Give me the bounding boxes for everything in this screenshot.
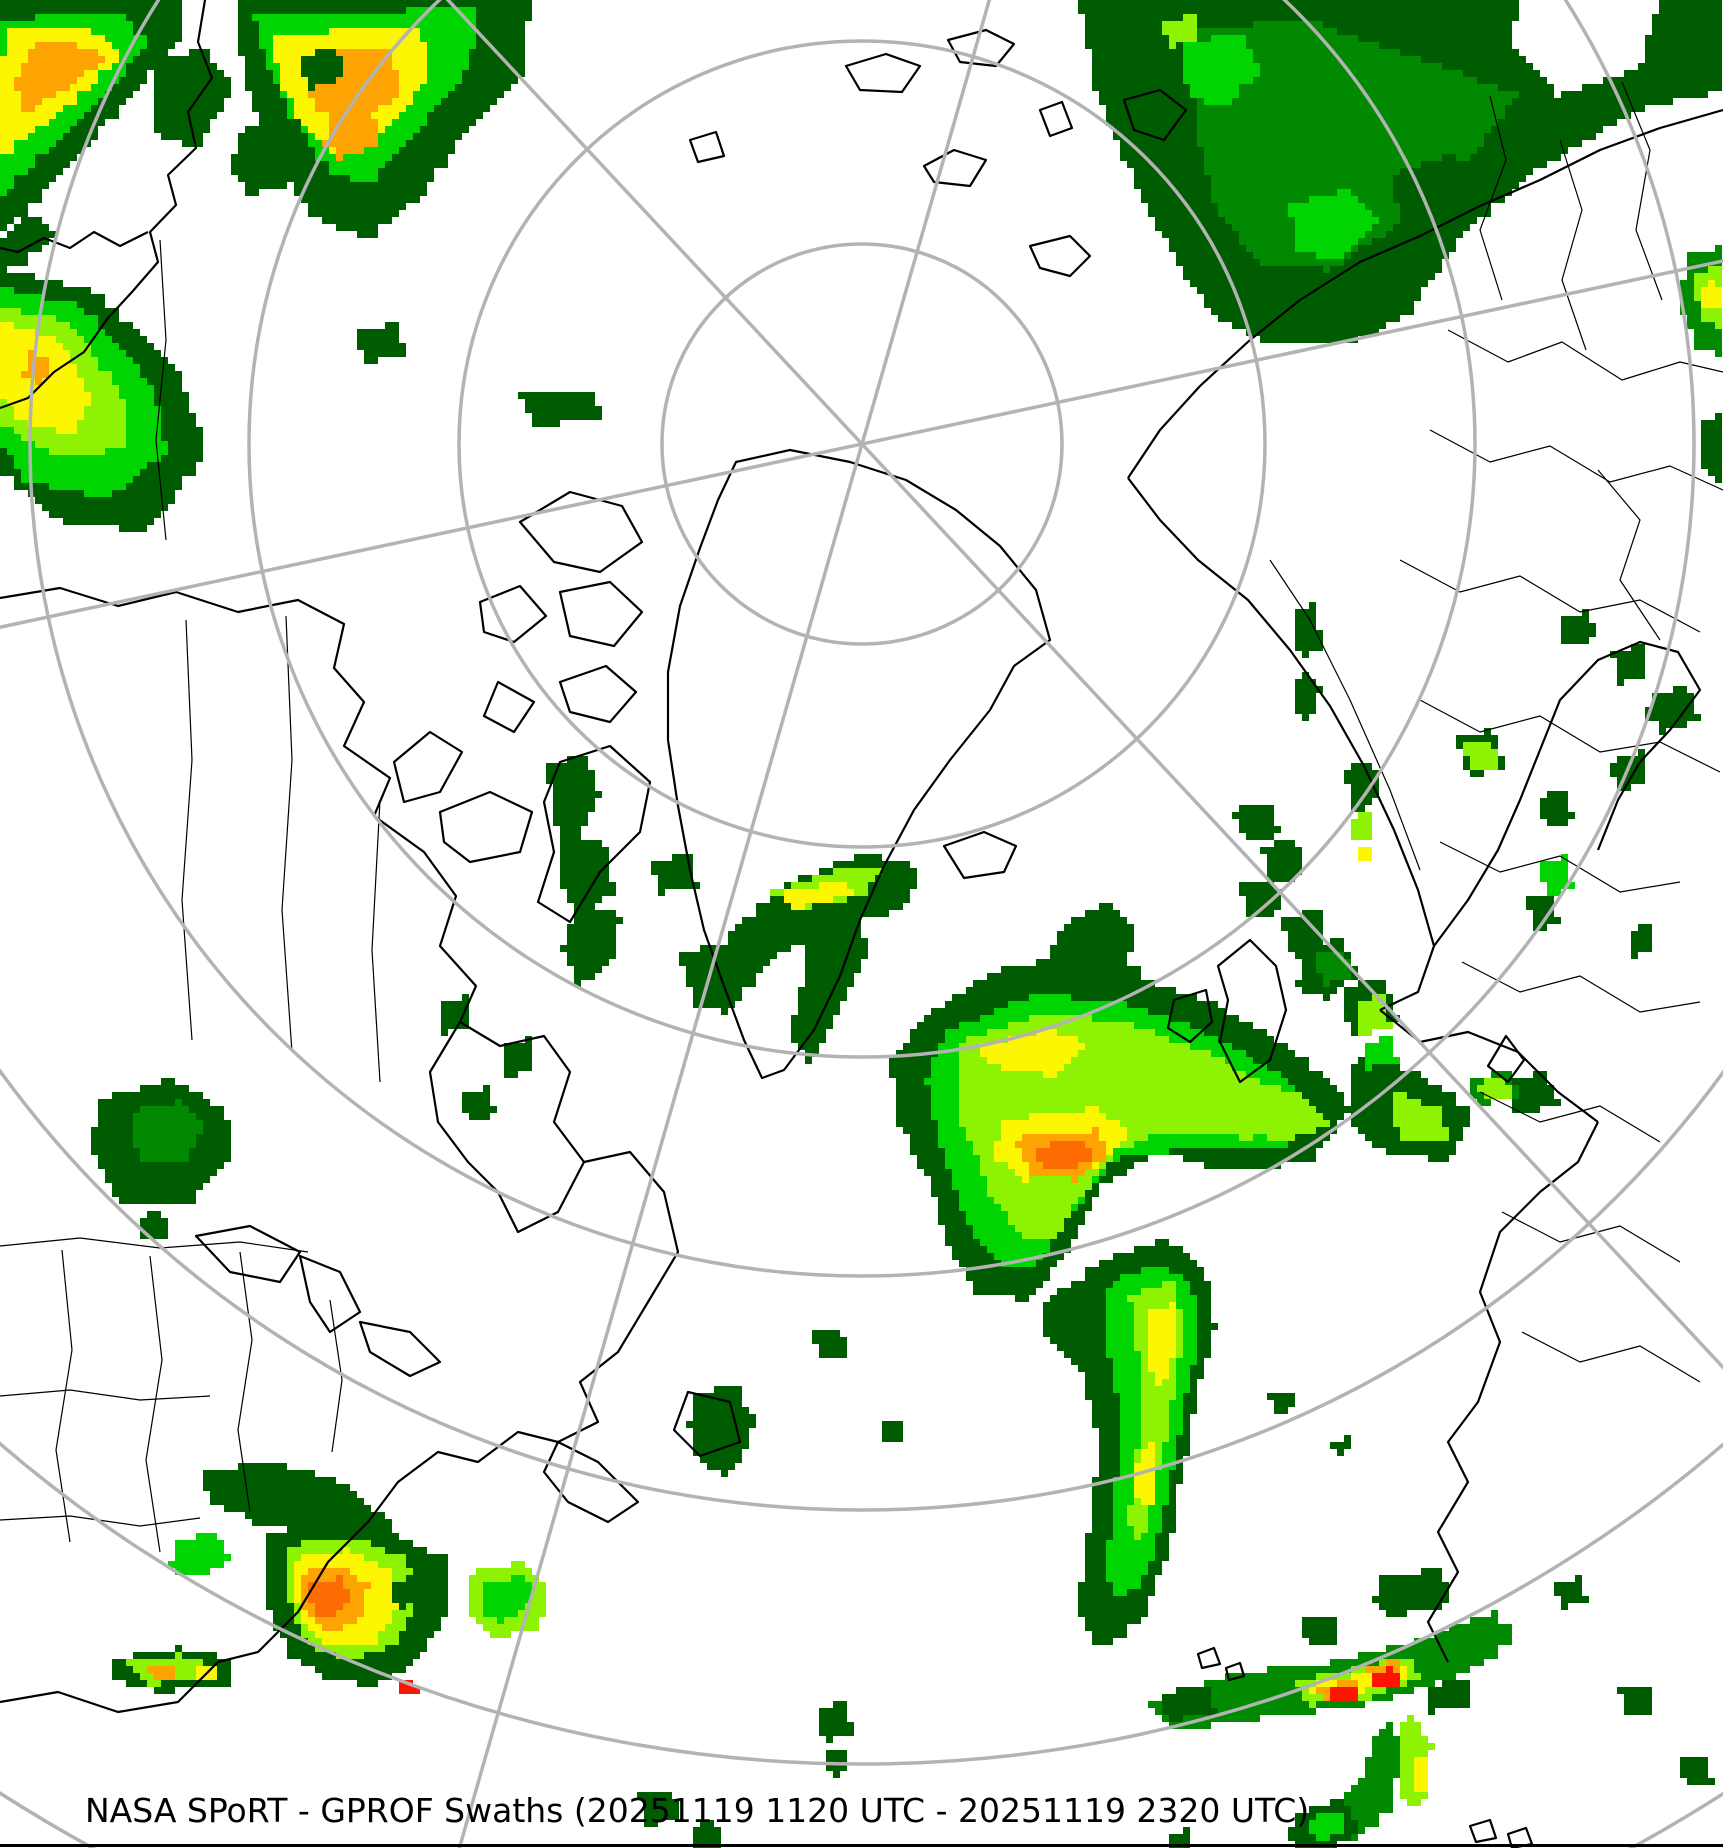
map-title: NASA SPoRT - GPROF Swaths (20251119 1120… xyxy=(85,1791,1309,1830)
